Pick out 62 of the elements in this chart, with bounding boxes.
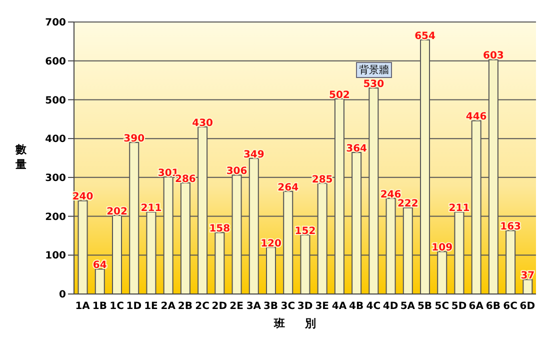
x-tick-label: 1B: [92, 301, 107, 312]
x-tick-label: 3D: [297, 301, 313, 312]
data-label: 430: [192, 118, 214, 129]
data-label: 152: [294, 226, 316, 237]
x-tick-label: 2C: [195, 301, 210, 312]
data-label: 222: [397, 198, 418, 210]
data-label: 364: [346, 144, 368, 155]
x-tick-label: 6D: [520, 301, 536, 312]
data-label: 264: [278, 182, 299, 194]
data-label: 109: [432, 242, 453, 254]
data-label: 502: [329, 90, 350, 101]
x-tick-label: 3B: [263, 301, 278, 312]
data-label: 603: [483, 50, 504, 62]
x-tick-label: 5D: [451, 301, 467, 312]
y-tick-label: 500: [45, 95, 66, 106]
data-label: 202: [106, 206, 128, 218]
data-label: 37: [520, 270, 535, 282]
y-tick-label: 400: [45, 134, 66, 146]
data-label: 158: [209, 224, 230, 235]
x-axis-title: 班別: [272, 316, 337, 331]
x-tick-label: 1A: [75, 301, 90, 312]
data-label: 211: [448, 203, 470, 214]
y-tick-label: 100: [45, 250, 66, 262]
y-axis-title: 數量: [14, 142, 28, 172]
data-label: 306: [226, 166, 248, 178]
x-tick-label: 6B: [486, 301, 501, 312]
x-tick-label: 3A: [246, 301, 262, 312]
data-label: 211: [140, 203, 162, 214]
x-tick-label: 1D: [126, 301, 142, 312]
x-tick-label: 6C: [503, 301, 518, 312]
x-tick-label: 1E: [144, 301, 158, 312]
x-tick-label: 3E: [315, 301, 330, 312]
x-tick-label: 2B: [178, 301, 193, 312]
x-tick-label: 5A: [400, 301, 416, 312]
bar: [94, 268, 105, 294]
x-tick-label: 5C: [434, 301, 450, 312]
x-tick-label: 2E: [230, 301, 244, 312]
y-tick-label: 300: [45, 172, 66, 184]
x-tick-label: 4A: [332, 301, 347, 312]
data-label: 246: [380, 189, 402, 200]
bar: [522, 279, 533, 294]
x-tick-label: 5B: [417, 301, 432, 312]
x-tick-label: 2A: [160, 301, 176, 312]
x-tick-label: 2D: [212, 301, 228, 312]
x-tick-label: 4D: [382, 301, 398, 312]
y-tick-label: 0: [59, 290, 66, 301]
x-tick-label: 4C: [366, 301, 381, 312]
data-label: 163: [500, 222, 522, 233]
data-label: 446: [466, 112, 487, 123]
annotation: 背景牆: [356, 62, 392, 78]
y-tick-label: 700: [45, 18, 66, 29]
x-tick-label: 3C: [280, 301, 296, 312]
data-label: 530: [363, 79, 384, 90]
y-tick-label: 600: [45, 56, 66, 68]
x-tick-label: 4B: [349, 301, 364, 312]
data-label: 349: [243, 149, 264, 160]
data-label: 654: [414, 30, 436, 42]
data-label: 120: [260, 238, 282, 250]
y-tick-label: 200: [45, 212, 66, 223]
x-tick-label: 6A: [468, 301, 484, 312]
x-tick-label: 1C: [110, 301, 124, 312]
data-label: 64: [92, 260, 107, 272]
